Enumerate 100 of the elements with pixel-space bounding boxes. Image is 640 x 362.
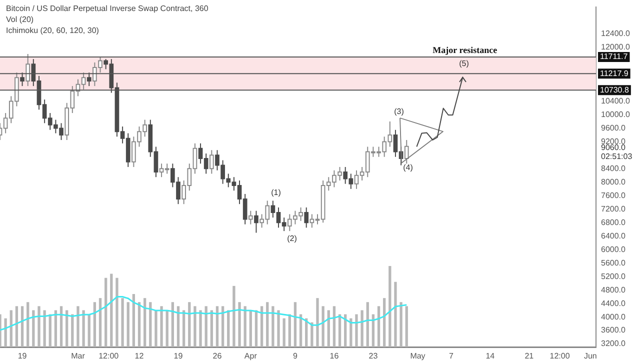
bar — [38, 306, 40, 347]
y-tick-label: 8400.0 — [601, 164, 626, 173]
bar — [227, 310, 230, 347]
bar — [60, 306, 63, 347]
y-tick-label: 8000.0 — [601, 177, 626, 186]
bar — [388, 266, 392, 347]
bar — [332, 306, 336, 347]
annotation: (2) — [287, 234, 297, 243]
bar — [322, 306, 324, 347]
x-tick-label: 26 — [212, 351, 222, 360]
bar — [238, 302, 241, 347]
y-tick-label: 3600.0 — [601, 326, 626, 335]
bar — [355, 314, 358, 347]
x-tick-label: 23 — [368, 351, 378, 360]
bar — [360, 310, 364, 347]
bar — [294, 302, 297, 347]
annotation: (1) — [271, 188, 281, 197]
bar — [405, 306, 408, 347]
bar — [277, 310, 280, 347]
bar — [249, 310, 252, 347]
y-tick-label: 4000.0 — [601, 312, 626, 322]
ref-line-label: 11217.9 — [600, 68, 629, 78]
bar — [310, 322, 314, 347]
x-tick-label: 12:00 — [98, 351, 120, 360]
bar — [116, 278, 118, 347]
bar — [132, 294, 136, 347]
bar — [210, 310, 213, 347]
bar — [316, 298, 319, 347]
y-tick-label: 10000.0 — [601, 110, 630, 119]
y-tick-label: 10400.0 — [601, 96, 630, 106]
y-tick-label: 6400.0 — [601, 231, 626, 240]
bar — [43, 310, 46, 347]
x-tick-label: Apr — [244, 351, 258, 360]
bar — [160, 306, 163, 347]
x-tick-label: 9 — [292, 351, 298, 360]
y-tick-label: 5600.0 — [601, 258, 626, 268]
y-tick-label: 9200.0 — [601, 136, 626, 146]
y-tick-label: 9600.0 — [601, 123, 626, 132]
bar — [194, 306, 196, 347]
bar — [121, 298, 124, 347]
bar — [20, 306, 24, 347]
bar — [26, 302, 30, 347]
bar — [188, 302, 191, 347]
bar — [32, 310, 35, 347]
bar — [366, 302, 369, 347]
chart-title: Vol (20) — [6, 14, 35, 25]
x-tick-label: 16 — [330, 351, 340, 360]
annotation: (4) — [403, 163, 413, 172]
bar — [143, 298, 146, 347]
bar — [266, 302, 269, 347]
bar — [171, 302, 174, 347]
y-tick-label: 7600.0 — [601, 190, 626, 200]
y-tick-label: 6000.0 — [601, 244, 626, 254]
annotation: Ichimoku (20, 60, 120, 30) — [6, 25, 100, 36]
x-tick-label: Mar — [71, 351, 86, 360]
bar — [176, 306, 180, 347]
bar — [282, 318, 286, 347]
text: 02:51:03 — [600, 152, 634, 161]
bar — [110, 274, 113, 347]
bar — [394, 282, 397, 347]
bar — [98, 298, 102, 347]
bar — [15, 306, 18, 347]
bar — [149, 302, 152, 347]
bar — [126, 302, 130, 347]
annotation: (5) — [459, 59, 469, 68]
bar — [10, 310, 12, 347]
bar — [400, 302, 402, 347]
bar — [204, 306, 208, 347]
x-tick-label: 19 — [174, 351, 184, 360]
bar — [272, 306, 274, 347]
y-tick-label: 7200.0 — [601, 204, 626, 214]
bar — [216, 306, 219, 347]
x-tick-label: 21 — [524, 351, 534, 360]
bar — [54, 310, 58, 347]
bar — [254, 310, 258, 347]
y-tick-label: 12000.0 — [601, 42, 630, 52]
bar — [199, 310, 202, 347]
bar — [244, 306, 246, 347]
x-tick-label: 12:00 — [550, 351, 570, 360]
x-tick-label: 14 — [486, 351, 496, 360]
x-tick-label: 12 — [134, 351, 144, 360]
bar — [66, 310, 68, 347]
bar — [221, 306, 224, 347]
bar — [182, 310, 186, 347]
x-tick-label: May — [410, 351, 426, 360]
x-tick-label: Jun — [584, 351, 597, 360]
annotation: (3) — [394, 107, 404, 116]
bar — [327, 310, 330, 347]
y-tick-label: 6800.0 — [601, 218, 626, 227]
x-tick-label: 7 — [448, 351, 454, 360]
text: 9060.0 — [600, 143, 626, 152]
y-tick-label: 5200.0 — [601, 272, 626, 281]
bar — [4, 318, 7, 347]
bar — [82, 310, 85, 347]
x-tick-label: 19 — [18, 351, 28, 360]
bar — [260, 306, 264, 347]
y-tick-label: 4800.0 — [601, 285, 626, 294]
y-tick-label: 3200.0 — [601, 339, 626, 348]
bar — [154, 310, 158, 347]
bar — [104, 278, 108, 347]
